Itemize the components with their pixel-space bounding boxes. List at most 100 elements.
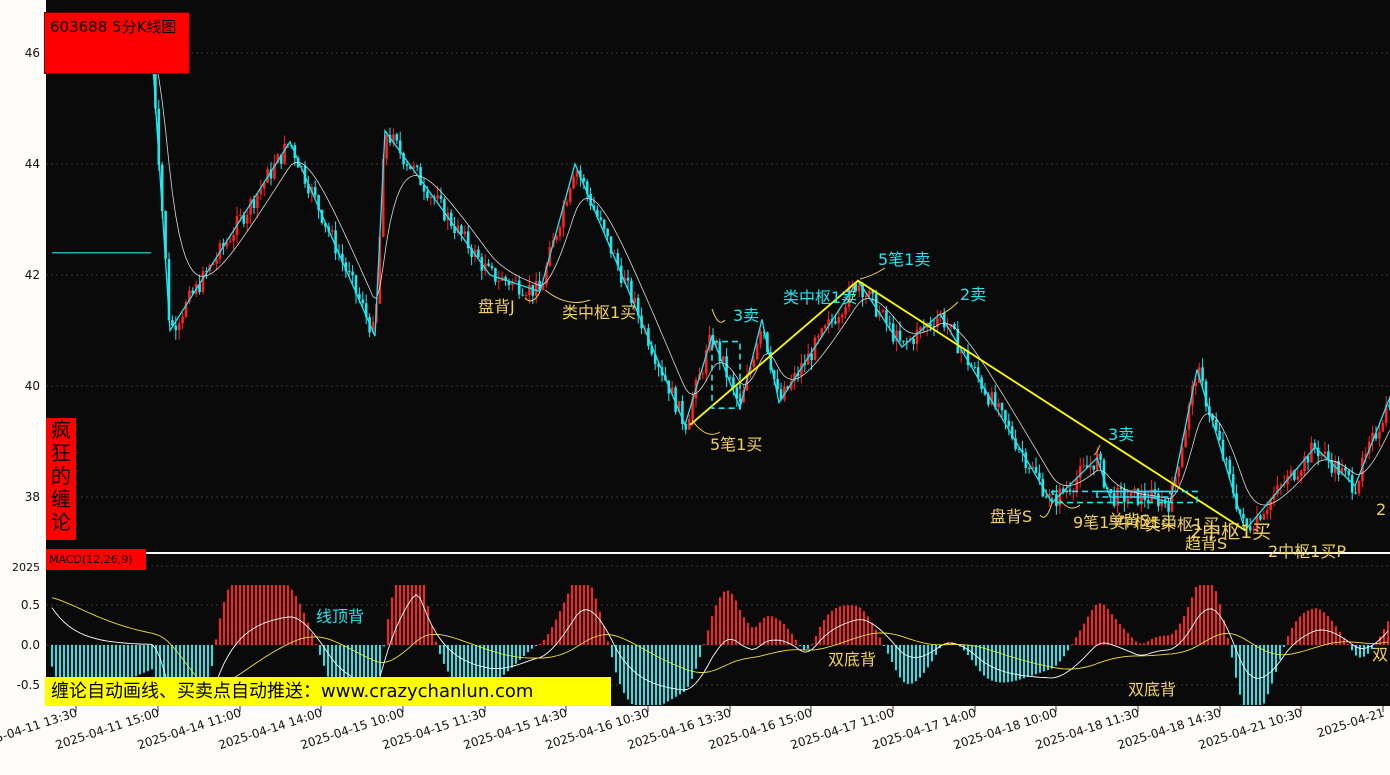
macd-histogram-bar <box>571 585 573 645</box>
annotation-arrow <box>544 289 591 303</box>
macd-histogram-bar <box>919 645 921 678</box>
macd-histogram-bar <box>1383 629 1385 645</box>
macd-histogram-bar <box>1375 643 1377 645</box>
candle-body <box>1364 453 1368 458</box>
candle-body <box>823 325 827 329</box>
macd-histogram-bar <box>1035 645 1037 675</box>
macd-histogram-bar <box>679 645 681 695</box>
macd-histogram-bar <box>1211 585 1213 645</box>
macd-histogram-bar <box>431 625 433 645</box>
candle-body <box>1323 451 1327 454</box>
candle-body <box>1085 465 1089 468</box>
macd-histogram-bar <box>1339 631 1341 645</box>
candle-body <box>772 370 776 379</box>
macd-histogram-bar <box>551 627 553 645</box>
macd-histogram-bar <box>703 644 705 646</box>
candle-body <box>1367 441 1371 454</box>
macd-histogram-bar <box>763 617 765 645</box>
macd-histogram-bar <box>715 605 717 645</box>
candle-body <box>1330 460 1334 473</box>
macd-histogram-bar <box>1227 637 1229 645</box>
candle-body <box>398 140 402 154</box>
macd-histogram-bar <box>99 645 101 694</box>
candle-body <box>599 217 603 220</box>
signal-annotation: 5笔1卖 <box>878 250 930 269</box>
candle-body <box>1048 493 1051 498</box>
candle-body <box>405 164 409 166</box>
macd-histogram-bar <box>271 585 273 645</box>
macd-histogram-bar <box>1179 623 1181 645</box>
macd-histogram-bar <box>491 645 493 684</box>
macd-histogram-bar <box>499 645 501 679</box>
candle-body <box>487 263 490 267</box>
macd-histogram-bar <box>723 591 725 645</box>
candle-body <box>1038 472 1041 479</box>
candle-body <box>558 227 562 237</box>
macd-histogram-bar <box>791 633 793 645</box>
candle-body <box>803 363 807 365</box>
candle-body <box>1384 404 1388 423</box>
candle-body <box>1214 419 1218 431</box>
macd-histogram-bar <box>103 645 105 692</box>
candle-body <box>1255 515 1259 530</box>
candle-body <box>507 280 511 286</box>
annotation-arrow <box>941 301 959 315</box>
candle-body <box>1337 460 1340 475</box>
candle-body <box>783 386 786 400</box>
macd-histogram-bar <box>727 590 729 645</box>
macd-histogram-bar <box>739 609 741 645</box>
candle-body <box>1252 529 1255 531</box>
macd-histogram-bar <box>743 617 745 645</box>
candle-body <box>1119 487 1123 490</box>
candle-body <box>759 331 762 344</box>
candle-body <box>817 336 820 338</box>
candle-body <box>392 134 395 143</box>
candle-body <box>313 186 317 196</box>
macd-histogram-bar <box>535 645 537 647</box>
candle-body <box>1228 460 1232 475</box>
macd-histogram-bar <box>423 585 425 645</box>
macd-histogram-bar <box>1311 608 1313 645</box>
candle-body <box>891 323 895 342</box>
candle-body <box>1146 499 1150 502</box>
macd-histogram-bar <box>1219 604 1221 645</box>
macd-histogram-bar <box>1351 645 1353 651</box>
candle-body <box>1024 452 1028 468</box>
pivot-zone-box <box>711 340 741 410</box>
macd-histogram-bar <box>1079 630 1081 645</box>
candle-body <box>364 303 368 318</box>
candle-body <box>1000 403 1004 411</box>
promo-banner[interactable]: 缠论自动画线、买卖点自动推送：www.crazychanlun.com <box>45 677 611 706</box>
candle-body <box>252 199 256 208</box>
candle-body <box>1225 458 1228 461</box>
candle-body <box>1170 484 1174 512</box>
macd-histogram-bar <box>891 645 893 662</box>
macd-histogram-bar <box>1291 627 1293 645</box>
candle-body <box>738 398 742 403</box>
macd-histogram-bar <box>803 645 805 650</box>
candle-body <box>1242 513 1245 519</box>
candle-body <box>929 323 932 327</box>
candle-body <box>449 212 453 227</box>
candle-body <box>888 323 892 325</box>
macd-histogram-bar <box>807 645 809 649</box>
candle-body <box>864 295 868 298</box>
signal-annotation: 2 <box>1376 500 1386 519</box>
candle-body <box>905 340 909 342</box>
macd-histogram-bar <box>1279 645 1281 660</box>
candle-body <box>1123 489 1126 502</box>
macd-histogram-bar <box>383 645 385 647</box>
macd-histogram-bar <box>755 626 757 645</box>
candle-body <box>1061 488 1065 493</box>
macd-histogram-bar <box>667 645 669 702</box>
candle-body <box>1167 503 1170 512</box>
macd-histogram-bar <box>903 645 905 683</box>
macd-histogram-bar <box>1195 586 1197 645</box>
macd-histogram-bar <box>1315 608 1317 645</box>
candle-body <box>636 297 640 316</box>
candle-body <box>704 350 708 374</box>
candle-body <box>378 236 382 304</box>
candle-body <box>966 350 970 366</box>
candle-body <box>885 310 888 324</box>
candle-body <box>674 387 677 412</box>
